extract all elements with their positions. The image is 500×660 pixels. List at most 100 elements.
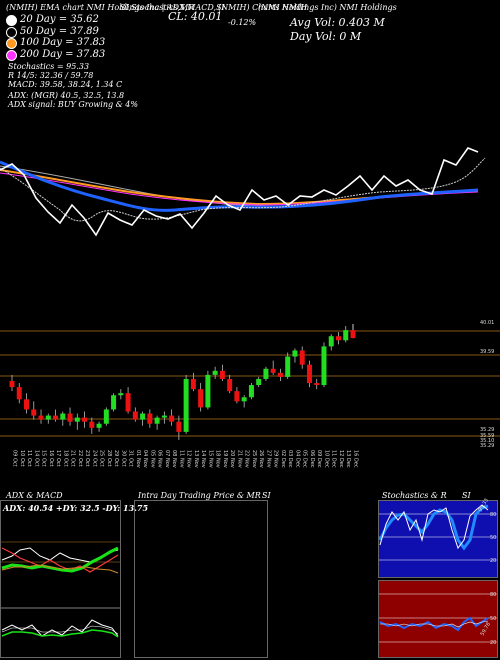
intraday-title: Intra Day Trading Price & MR	[138, 491, 261, 500]
candle-body	[147, 413, 153, 424]
candle-body	[161, 415, 167, 418]
date-label: 29 Oct	[113, 450, 119, 467]
date-axis: 09 Oct 10 Oct 11 Oct 14 Oct 15 Oct 16 Oct 17 O…	[12, 450, 359, 468]
candle-body	[270, 368, 276, 373]
intraday-panel	[134, 500, 268, 658]
candle-body	[111, 395, 117, 410]
date-label: 13 Nov	[193, 450, 199, 468]
date-label: 17 Oct	[55, 450, 61, 467]
day-volume: Day Vol: 0 M	[290, 30, 362, 43]
candle-body	[198, 389, 204, 408]
date-label: 10 Dec	[323, 450, 329, 468]
legend-100-day: 100 Day = 37.83	[20, 37, 106, 48]
date-label: 14 Oct	[33, 450, 39, 467]
chart-title: (NMIH) Charts NMIH	[218, 3, 308, 12]
date-label: 22 Nov	[244, 450, 250, 468]
date-label: 06 Dec	[309, 450, 315, 468]
macd-line: MACD: 39.58, 38.24, 1.34 C	[8, 80, 123, 89]
date-label: 21 Nov	[236, 450, 242, 468]
legend-swatch-20	[6, 15, 17, 26]
date-label: 10 Oct	[19, 450, 25, 467]
date-label: 04 Dec	[294, 450, 300, 468]
candle-body	[234, 391, 240, 402]
date-label: 11 Dec	[331, 450, 337, 468]
date-label: 09 Dec	[316, 450, 322, 468]
date-label: 18 Oct	[62, 450, 68, 467]
date-label: 27 Nov	[265, 450, 271, 468]
top-line: (NMIH) EMA chart NMI Holdings Inc | ADX,…	[6, 3, 225, 12]
candle-body	[212, 370, 218, 375]
r-value: 59.78	[480, 622, 492, 637]
company-name: (NMI Holdings Inc) NMI Holdings	[258, 3, 397, 12]
stochastics-line: Stochastics = 95.33	[8, 62, 90, 71]
candle-body	[219, 370, 225, 379]
candle-body	[82, 417, 88, 422]
candle-body	[89, 421, 95, 428]
price-label-5: 35.29	[480, 443, 494, 449]
date-label: 18 Nov	[215, 450, 221, 468]
date-label: 04 Nov	[142, 450, 148, 468]
date-label: 05 Nov	[149, 450, 155, 468]
close-label: CL: 40.01	[168, 10, 223, 23]
date-label: 02 Dec	[280, 450, 286, 468]
stoch-scale-80: 80	[490, 512, 496, 518]
price-label-4: 35.10	[480, 438, 494, 444]
price-label-2: 35.29	[480, 427, 494, 433]
r-panel	[378, 580, 498, 658]
adx-macd-panel	[0, 500, 121, 658]
date-label: 01 Nov	[135, 450, 141, 468]
date-label: 19 Nov	[222, 450, 228, 468]
legend-swatch-200	[6, 50, 17, 61]
candle-body	[256, 378, 262, 386]
stoch-scale-50: 50	[490, 535, 496, 541]
date-label: 05 Dec	[302, 450, 308, 468]
price-label-3: 35.59	[480, 433, 494, 439]
candle-body	[190, 378, 196, 390]
legend-swatch-50	[6, 27, 17, 38]
candle-body	[118, 393, 124, 396]
legend-200-day: 200 Day = 37.83	[20, 49, 106, 60]
date-label: 31 Oct	[128, 450, 134, 467]
date-label: 15 Nov	[207, 450, 213, 468]
candle-body	[227, 378, 233, 392]
candle-body	[125, 393, 131, 412]
date-label: 29 Nov	[273, 450, 279, 468]
candle-body	[74, 417, 80, 422]
candle-body	[350, 330, 356, 339]
adx-panel-title: ADX & MACD	[6, 491, 63, 500]
date-label: 03 Dec	[287, 450, 293, 468]
date-label: 21 Oct	[70, 450, 76, 467]
candle-body	[248, 385, 254, 398]
candle-body	[169, 415, 175, 422]
intraday-si: SI	[262, 491, 271, 500]
legend-50-day: 50 Day = 37.89	[20, 26, 99, 37]
candle-body	[292, 350, 298, 357]
date-label: 26 Nov	[258, 450, 264, 468]
stoch-si: SI	[462, 491, 471, 500]
legend-swatch-100	[6, 38, 17, 49]
r-line: R 14/5: 32.36 / 59.78	[8, 71, 94, 80]
change-label: -0.12%	[228, 18, 257, 27]
date-label: 08 Nov	[171, 450, 177, 468]
candle-body	[321, 346, 327, 386]
candle-body	[60, 413, 66, 420]
date-label: 23 Oct	[84, 450, 90, 467]
r-scale-80: 80	[490, 592, 496, 598]
candle-body	[176, 421, 182, 432]
candle-body	[343, 330, 349, 341]
candle-body	[132, 411, 138, 420]
date-label: 13 Dec	[345, 450, 351, 468]
stoch-value: 95.33	[478, 498, 490, 513]
avg-volume: Avg Vol: 0.403 M	[290, 16, 385, 29]
price-label-1: 39.59	[480, 349, 494, 355]
candle-body	[328, 336, 334, 347]
legend-20-day: 20 Day = 35.62	[20, 14, 99, 25]
candle-body	[183, 378, 189, 432]
r-scale-50: 50	[490, 616, 496, 622]
date-label: 11 Oct	[26, 450, 32, 467]
adx-signal: ADX signal: BUY Growing & 4%	[8, 100, 138, 109]
stoch-title: Stochastics & R	[382, 491, 447, 500]
candle-body	[45, 415, 51, 420]
